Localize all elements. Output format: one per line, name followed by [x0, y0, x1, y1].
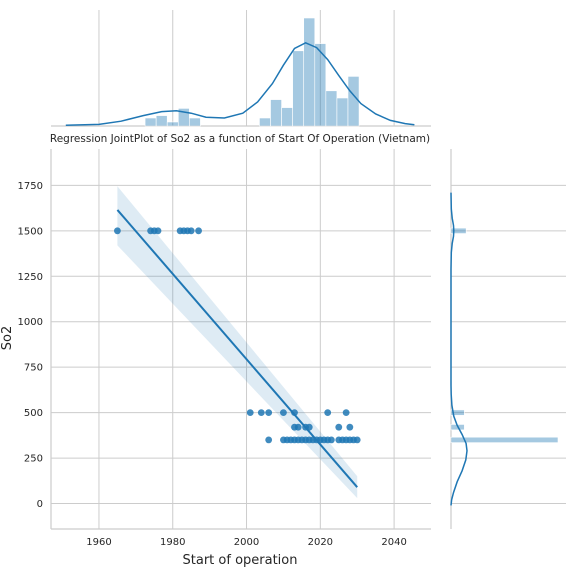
- data-point: [291, 409, 298, 417]
- x-tick-label: 2020: [308, 537, 333, 548]
- y-histogram-bar: [450, 409, 465, 416]
- y-tick-label: 1500: [18, 226, 43, 237]
- chart-title: Regression JointPlot of So2 as a functio…: [50, 133, 430, 145]
- y-kde-curve: [450, 192, 468, 506]
- y-marginal-plot: [450, 149, 566, 529]
- y-tick-label: 0: [37, 499, 43, 510]
- x-histogram-bar: [166, 121, 179, 127]
- data-point: [280, 409, 287, 417]
- data-point: [265, 436, 273, 444]
- regression-plot: 1960 1980 2000 2020 2040 0 250 500 750 1000 1250 15…: [18, 149, 431, 548]
- x-histogram-bar: [270, 99, 282, 127]
- data-point: [246, 409, 254, 417]
- x-tick-label: 2000: [234, 537, 259, 548]
- y-tick-label: 1250: [18, 272, 43, 283]
- x-histogram-bar: [292, 50, 305, 127]
- data-point: [114, 227, 121, 235]
- x-histogram-bar: [336, 97, 349, 127]
- y-tick-label: 500: [24, 408, 43, 419]
- x-histogram-bar: [189, 117, 201, 127]
- data-point: [324, 409, 332, 417]
- y-histogram-bar: [450, 436, 559, 443]
- x-histogram-bar: [314, 43, 327, 127]
- x-kde-curve: [65, 41, 415, 126]
- y-tick-label: 750: [24, 363, 43, 374]
- data-point: [346, 423, 354, 431]
- data-point: [353, 436, 361, 444]
- y-tick-label: 1750: [18, 181, 43, 192]
- confidence-band: [117, 186, 358, 499]
- x-tick-label: 2040: [381, 537, 406, 548]
- x-marginal-plot: [51, 10, 431, 127]
- x-histogram-bar: [281, 107, 293, 127]
- x-tick-label: 1980: [160, 537, 185, 548]
- x-histogram-bar: [325, 90, 338, 127]
- x-histogram-bar: [259, 117, 271, 127]
- regression-line: [116, 209, 358, 488]
- y-tick-label: 250: [24, 454, 43, 465]
- data-point: [327, 436, 335, 444]
- x-histogram-bar: [347, 76, 360, 127]
- y-tick-label: 1000: [18, 317, 43, 328]
- data-point: [187, 227, 195, 235]
- x-histogram-bar: [177, 108, 190, 127]
- y-histogram-bar: [450, 227, 467, 234]
- x-histogram-bar: [303, 17, 316, 127]
- x-histogram-bar: [155, 115, 168, 127]
- y-axis-label: So2: [0, 326, 15, 350]
- x-histogram-bar: [144, 117, 157, 127]
- x-tick-label: 1960: [86, 537, 111, 548]
- x-axis-label: Start of operation: [183, 553, 298, 568]
- data-point: [265, 409, 273, 417]
- data-point: [342, 409, 350, 417]
- data-point: [154, 227, 162, 235]
- data-point: [335, 423, 343, 431]
- data-point: [294, 423, 302, 431]
- data-point: [195, 227, 202, 235]
- data-point: [257, 409, 265, 417]
